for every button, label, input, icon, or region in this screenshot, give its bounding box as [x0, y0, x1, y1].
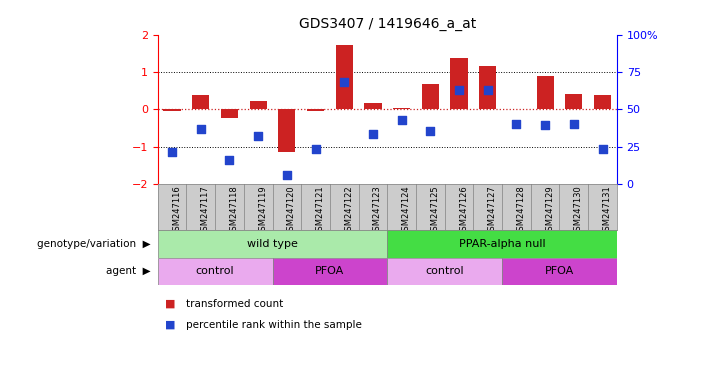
Text: GSM247118: GSM247118: [229, 186, 238, 237]
Text: ■: ■: [165, 320, 175, 330]
Text: PFOA: PFOA: [545, 266, 574, 276]
Bar: [158, 230, 387, 258]
Text: GSM247120: GSM247120: [287, 186, 296, 236]
Text: GSM247121: GSM247121: [315, 186, 325, 236]
Text: GSM247128: GSM247128: [517, 186, 526, 237]
Bar: [163, 109, 181, 111]
Point: [425, 128, 436, 134]
Point: [367, 131, 379, 137]
Point: [252, 133, 264, 139]
Text: GSM247119: GSM247119: [258, 186, 267, 236]
Bar: [422, 84, 439, 109]
Bar: [221, 109, 238, 118]
Bar: [192, 95, 210, 109]
Bar: [158, 258, 273, 285]
Text: control: control: [426, 266, 464, 276]
Point: [540, 122, 551, 128]
Text: GSM247123: GSM247123: [373, 186, 382, 237]
Text: GSM247116: GSM247116: [172, 186, 181, 237]
Bar: [365, 103, 381, 109]
Text: genotype/variation  ▶: genotype/variation ▶: [37, 239, 151, 249]
Bar: [479, 66, 496, 109]
Point: [339, 79, 350, 86]
Point: [482, 87, 494, 93]
Bar: [336, 45, 353, 109]
Text: GSM247122: GSM247122: [344, 186, 353, 236]
Text: GSM247127: GSM247127: [488, 186, 497, 237]
Bar: [273, 258, 387, 285]
Text: wild type: wild type: [247, 239, 298, 249]
Point: [310, 146, 321, 152]
Point: [224, 157, 235, 163]
Text: GSM247130: GSM247130: [574, 186, 583, 237]
Bar: [278, 109, 295, 152]
Bar: [393, 108, 410, 109]
Text: PFOA: PFOA: [315, 266, 344, 276]
Text: GSM247129: GSM247129: [545, 186, 554, 236]
Text: agent  ▶: agent ▶: [106, 266, 151, 276]
Text: PPAR-alpha null: PPAR-alpha null: [458, 239, 545, 249]
Point: [569, 121, 580, 127]
Text: GSM247125: GSM247125: [430, 186, 440, 236]
Point: [597, 146, 608, 152]
Text: GSM247124: GSM247124: [402, 186, 411, 236]
Bar: [387, 230, 617, 258]
Bar: [536, 76, 554, 109]
Bar: [307, 109, 324, 111]
Point: [396, 117, 407, 123]
Point: [511, 121, 522, 127]
Point: [454, 87, 465, 93]
Text: GSM247117: GSM247117: [200, 186, 210, 237]
Bar: [387, 258, 502, 285]
Text: percentile rank within the sample: percentile rank within the sample: [186, 320, 362, 330]
Text: transformed count: transformed count: [186, 299, 283, 309]
Bar: [594, 95, 611, 109]
Text: control: control: [196, 266, 234, 276]
Point: [195, 126, 206, 132]
Point: [166, 149, 177, 156]
Text: GSM247126: GSM247126: [459, 186, 468, 237]
Bar: [250, 101, 267, 109]
Point: [281, 172, 292, 178]
Text: GSM247131: GSM247131: [603, 186, 611, 237]
Text: ■: ■: [165, 299, 175, 309]
Bar: [565, 94, 583, 109]
Title: GDS3407 / 1419646_a_at: GDS3407 / 1419646_a_at: [299, 17, 476, 31]
Bar: [502, 258, 617, 285]
Bar: [451, 58, 468, 109]
